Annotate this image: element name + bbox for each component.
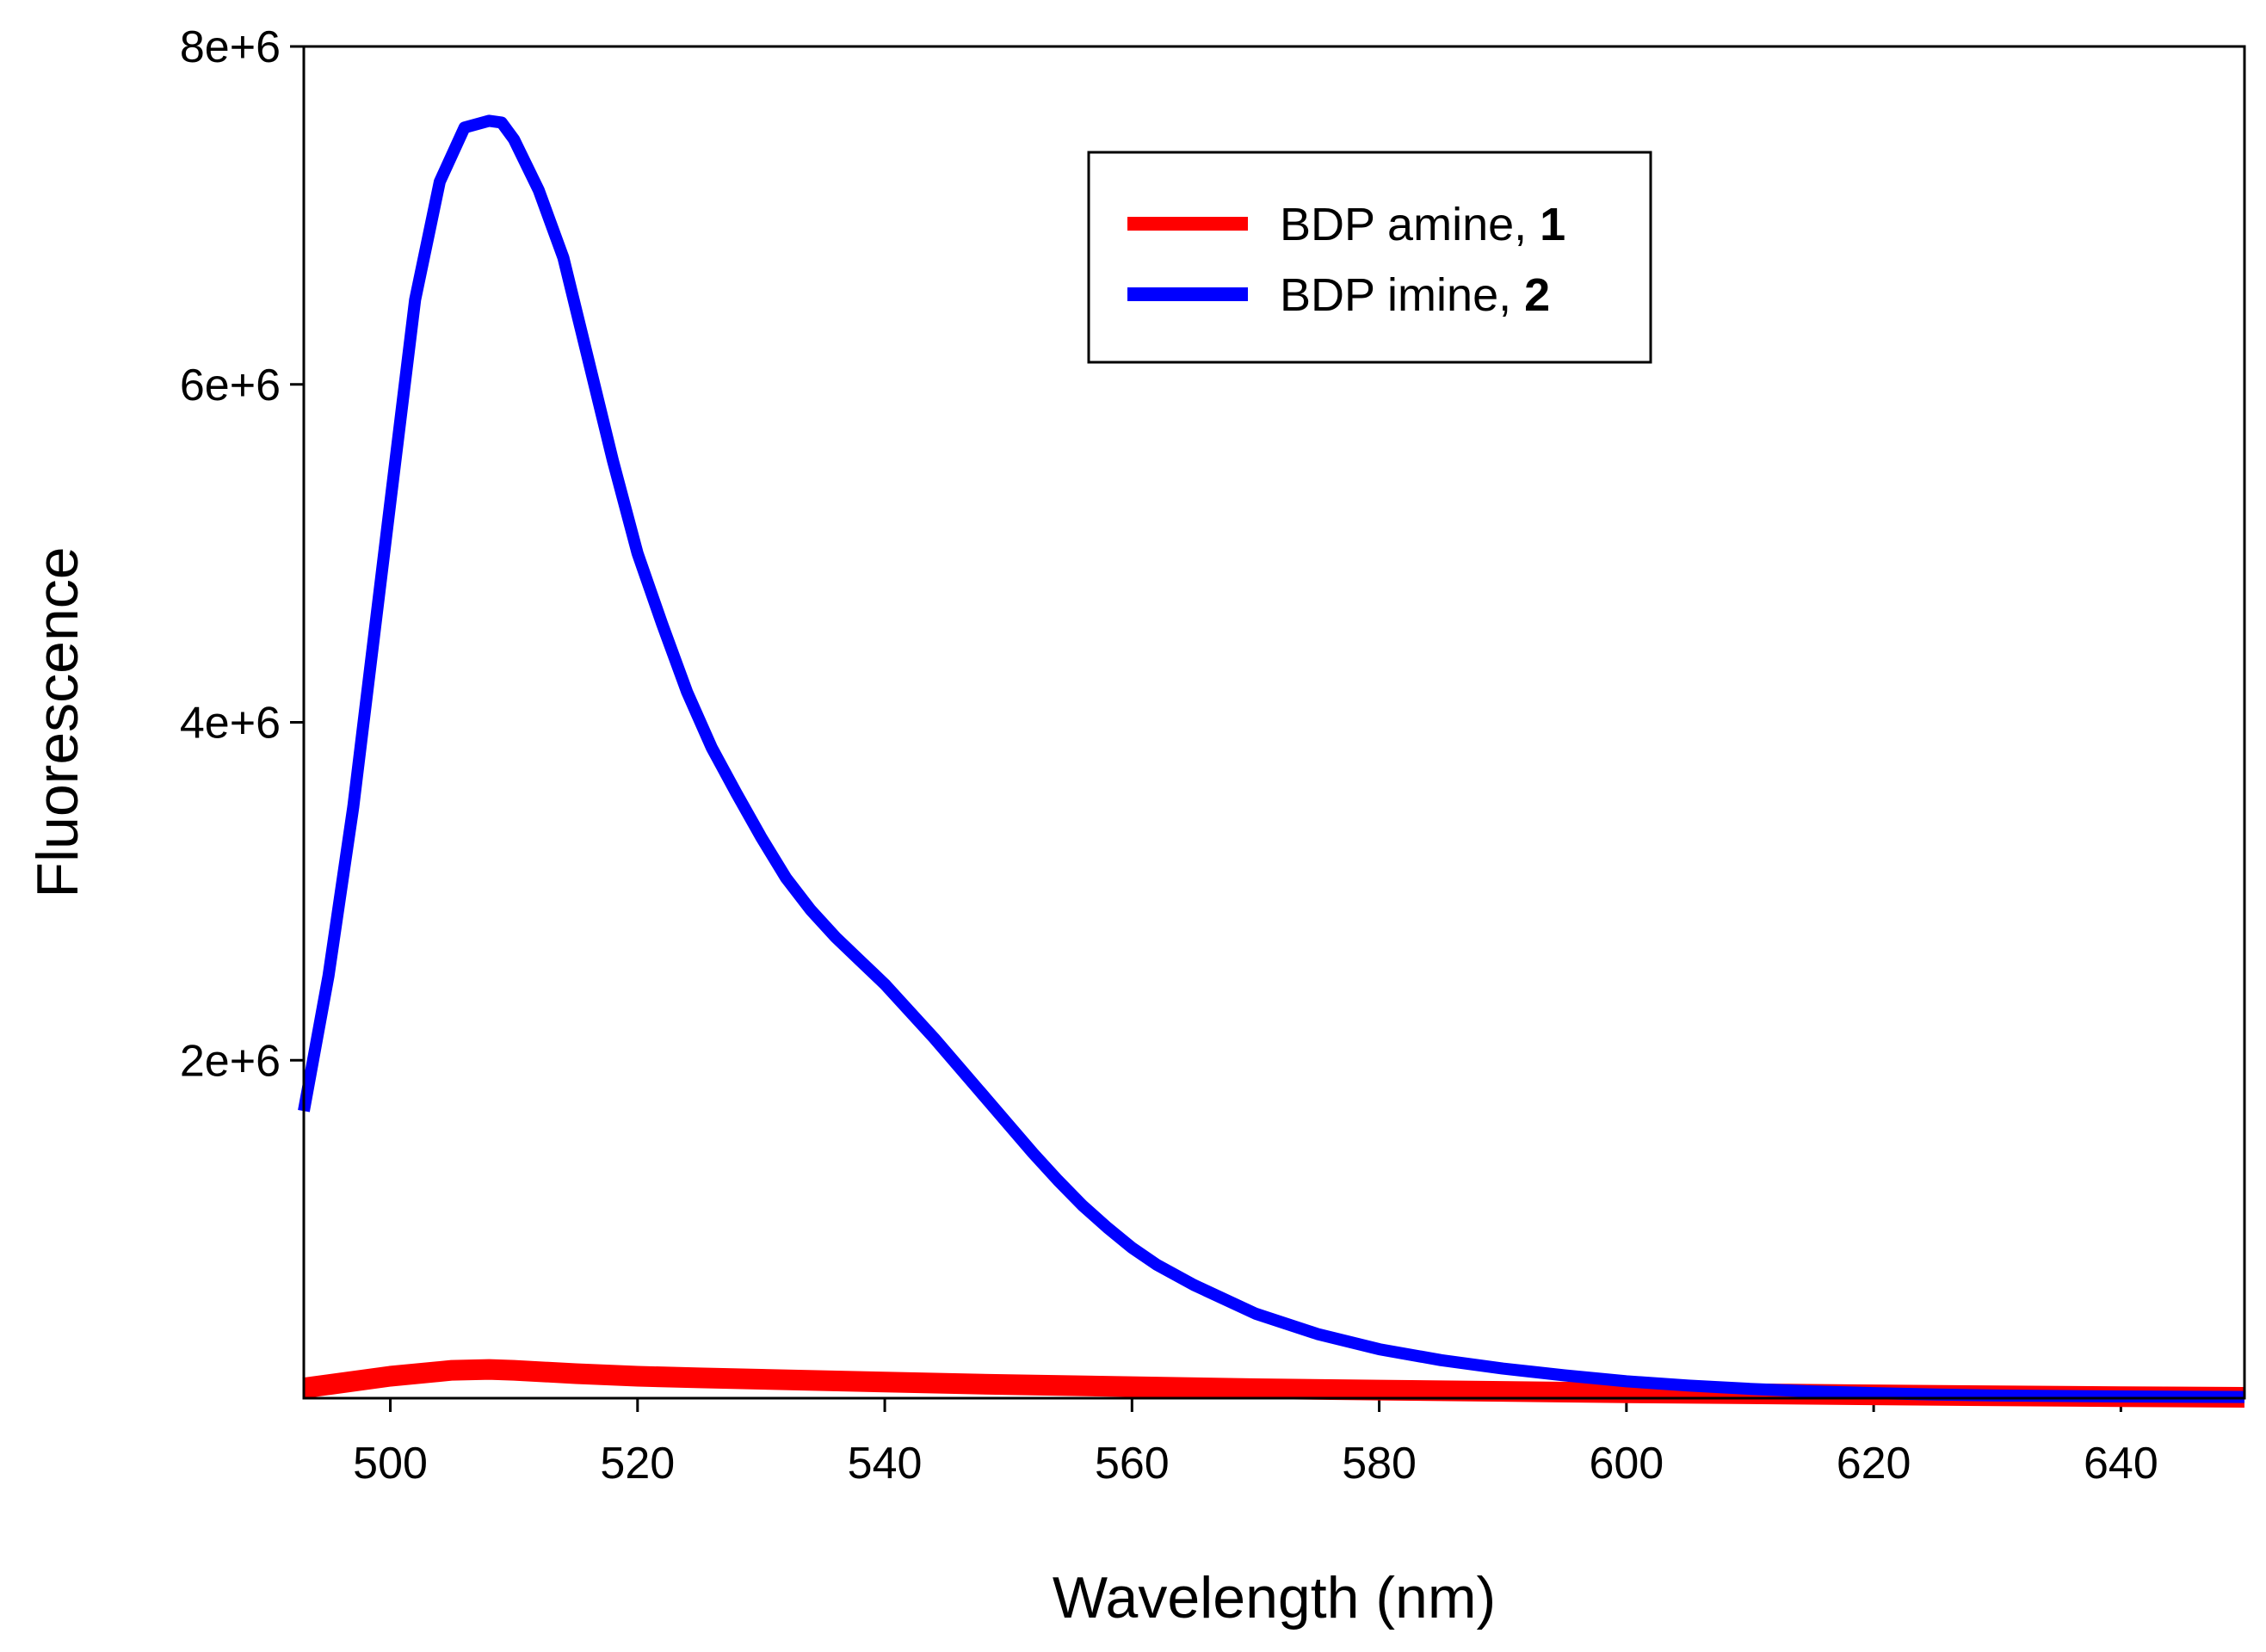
x-tick-label: 560 (1095, 1439, 1170, 1489)
legend-label-bdp-amine: BDP amine, 1 (1280, 199, 1565, 250)
legend-label-bdp-imine-number: 2 (1524, 269, 1550, 321)
y-tick-label: 4e+6 (180, 699, 281, 749)
x-tick-label: 540 (848, 1439, 923, 1489)
x-tick-label: 520 (600, 1439, 675, 1489)
x-tick-label: 600 (1589, 1439, 1664, 1489)
y-axis-ticks: 2e+6 4e+6 6e+6 8e+6 (180, 22, 304, 1086)
legend: BDP amine, 1 BDP imine, 2 (1087, 151, 1652, 364)
series-line-bdp-imine (298, 114, 2245, 1403)
x-tick-label: 640 (2084, 1439, 2158, 1489)
series-layer (298, 114, 2245, 1408)
legend-label-bdp-amine-name: BDP amine, (1280, 199, 1540, 250)
y-tick-label: 6e+6 (180, 361, 281, 410)
legend-box (1087, 151, 1652, 364)
plot-frame (302, 45, 2246, 1400)
y-tick-label: 8e+6 (180, 22, 281, 72)
y-axis-title: Fluorescence (25, 546, 90, 897)
x-tick-label: 500 (353, 1439, 428, 1489)
y-tick-label: 2e+6 (180, 1036, 281, 1086)
x-tick-label: 620 (1837, 1439, 1911, 1489)
x-axis-ticks: 500 520 540 560 580 600 620 640 (353, 1398, 2158, 1489)
legend-label-bdp-imine-name: BDP imine, (1280, 269, 1524, 321)
x-tick-label: 580 (1342, 1439, 1417, 1489)
x-axis-title: Wavelength (nm) (1053, 1565, 1496, 1630)
legend-label-bdp-imine: BDP imine, 2 (1280, 269, 1550, 321)
legend-label-bdp-amine-number: 1 (1540, 199, 1565, 250)
